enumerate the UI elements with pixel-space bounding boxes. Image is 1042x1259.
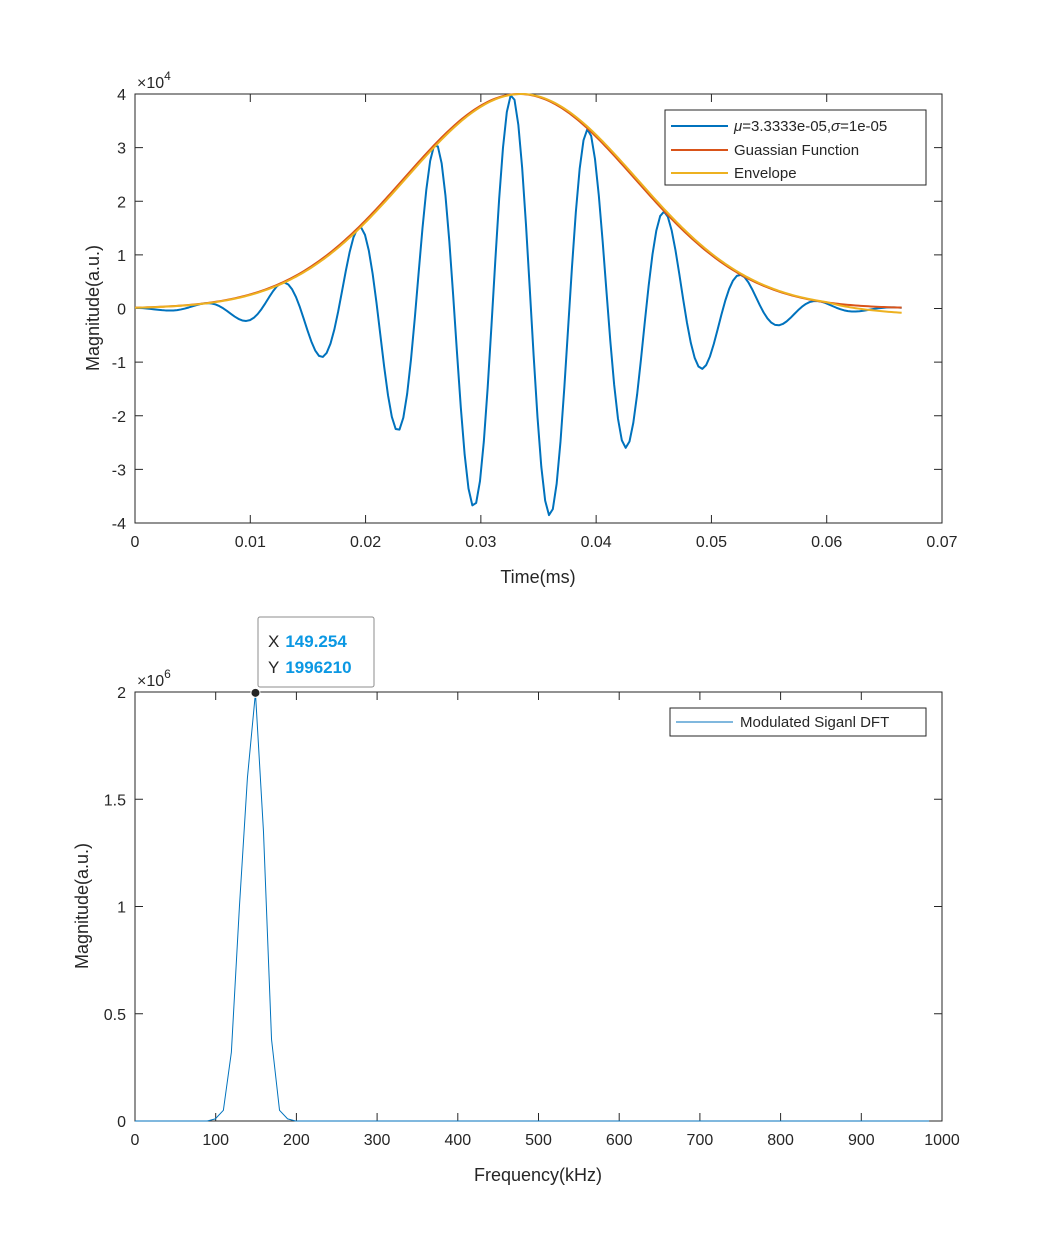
x-tick-label: 200 xyxy=(283,1132,310,1149)
bottom-axis-ticks: 0 100 200 300 400 500 600 700 800 900 1000 0 0.5 1 1.5… xyxy=(104,685,960,1149)
y-tick-label: 0.5 xyxy=(104,1007,126,1024)
series-line-envelope xyxy=(134,93,902,314)
bottom-y-exponent: ×106 xyxy=(137,667,171,690)
x-tick-label: 1000 xyxy=(924,1132,960,1149)
x-tick-label: 800 xyxy=(767,1132,794,1149)
x-tick-label: 300 xyxy=(364,1132,391,1149)
top-y-exponent: ×104 xyxy=(137,69,171,92)
x-tick-label: 100 xyxy=(202,1132,229,1149)
y-tick-label: 1 xyxy=(117,900,126,917)
x-tick-label: 0.04 xyxy=(581,534,612,551)
legend-label-modulated: μ=3.3333e-05,σ=1e-05 xyxy=(733,118,887,135)
x-tick-label: 0.03 xyxy=(465,534,496,551)
y-tick-label: 3 xyxy=(117,141,126,158)
legend-label-envelope: Envelope xyxy=(734,165,797,182)
bottom-axes-box xyxy=(134,691,943,1122)
y-tick-label: 4 xyxy=(117,87,126,104)
top-axis-ticks: 0 0.01 0.02 0.03 0.04 0.05 0.06 0.07 -4 -3 -2 -1 0 1 2… xyxy=(112,87,958,551)
legend-label-gaussian: Guassian Function xyxy=(734,142,859,159)
y-tick-label: 2 xyxy=(117,685,126,702)
y-tick-label: 0 xyxy=(117,1114,126,1131)
x-tick-label: 700 xyxy=(687,1132,714,1149)
bottom-subplot: 0 100 200 300 400 500 600 700 800 900 1000 0 0.5 1 1.5… xyxy=(72,616,960,1185)
top-legend: μ=3.3333e-05,σ=1e-05 Guassian Function E… xyxy=(664,109,927,186)
x-tick-label: 400 xyxy=(444,1132,471,1149)
y-tick-label: 2 xyxy=(117,194,126,211)
x-tick-label: 0.05 xyxy=(696,534,727,551)
x-tick-label: 500 xyxy=(525,1132,552,1149)
series-line--3-3333e-05-1e-05 xyxy=(134,94,902,517)
y-tick-label: 1.5 xyxy=(104,792,126,809)
x-tick-label: 0 xyxy=(131,534,140,551)
y-tick-label: -4 xyxy=(112,516,126,533)
x-tick-label: 900 xyxy=(848,1132,875,1149)
bottom-x-axis-label: Frequency(kHz) xyxy=(474,1165,602,1185)
x-tick-label: 0.06 xyxy=(811,534,842,551)
top-x-axis-label: Time(ms) xyxy=(500,567,575,587)
top-subplot: 0 0.01 0.02 0.03 0.04 0.05 0.06 0.07 -4 -3 -2 -1 0 1 2… xyxy=(83,69,958,587)
x-tick-label: 0.02 xyxy=(350,534,381,551)
data-tip[interactable]: X 149.254 Y 1996210 xyxy=(250,616,375,698)
bottom-y-axis-label: Magnitude(a.u.) xyxy=(72,843,92,969)
bottom-legend: Modulated Siganl DFT xyxy=(669,707,927,737)
y-tick-label: -3 xyxy=(112,462,126,479)
top-plot-lines xyxy=(134,93,902,517)
x-tick-label: 0.07 xyxy=(926,534,957,551)
data-tip-y: Y 1996210 xyxy=(268,658,352,677)
y-tick-label: 1 xyxy=(117,248,126,265)
y-tick-label: -1 xyxy=(112,355,126,372)
data-tip-x: X 149.254 xyxy=(268,632,347,651)
top-y-axis-label: Magnitude(a.u.) xyxy=(83,245,103,371)
y-tick-label: 0 xyxy=(117,302,126,319)
legend-label-dft: Modulated Siganl DFT xyxy=(740,714,889,731)
x-tick-label: 0.01 xyxy=(235,534,266,551)
x-tick-label: 600 xyxy=(606,1132,633,1149)
data-tip-box xyxy=(257,616,375,688)
data-tip-marker[interactable] xyxy=(250,687,261,698)
y-tick-label: -2 xyxy=(112,409,126,426)
x-tick-label: 0 xyxy=(131,1132,140,1149)
